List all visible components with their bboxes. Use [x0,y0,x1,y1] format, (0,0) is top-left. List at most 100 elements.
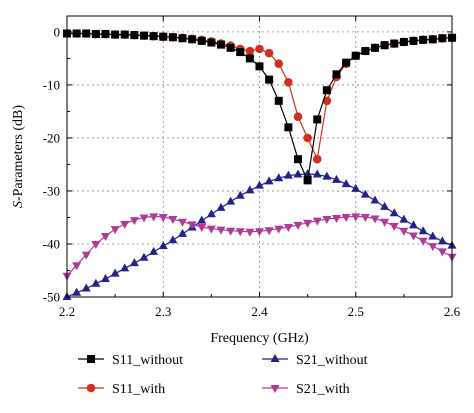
data-point [81,251,91,260]
data-point [158,213,168,222]
data-point [178,218,187,227]
data-point [178,34,187,43]
data-point [72,262,82,271]
data-point [322,86,331,95]
series-s21-without [62,168,457,300]
data-point [101,273,110,282]
data-point [332,70,341,79]
data-point [159,32,168,41]
data-point [158,241,168,250]
data-point [217,40,225,49]
data-point [235,190,245,199]
legend-marker [270,385,280,393]
data-point [72,287,82,296]
data-point [255,180,264,189]
data-point [206,209,216,218]
legend-item-s21-without: S21_without [262,353,368,368]
data-point [389,208,399,217]
data-point [110,268,120,277]
data-point [418,226,428,235]
data-point [236,48,245,57]
data-point [303,219,313,228]
data-point [245,185,255,194]
data-point [303,176,312,185]
data-point [216,202,226,211]
y-tick-label: -30 [43,183,60,198]
series-layer [62,29,457,300]
legend-marker [87,355,95,363]
data-point [207,38,216,47]
data-point [322,96,332,106]
data-point [283,224,293,233]
y-tick-label: -40 [43,236,60,251]
data-point [303,133,312,143]
data-point [332,174,341,183]
data-point [264,176,274,185]
data-point [120,263,130,272]
data-point [168,235,178,244]
data-point [265,75,274,84]
x-tick-label: 2.3 [155,304,171,319]
legend-marker [270,354,280,362]
y-tick-label: -50 [43,290,60,305]
data-point [130,31,139,40]
data-point [342,58,351,67]
data-point [293,112,303,122]
series-s11-without [63,29,456,185]
data-point [283,170,293,179]
legend-item-s11-without: S11_without [78,353,183,368]
data-point [245,46,255,56]
data-point [178,228,187,237]
y-tick-label: 0 [54,24,61,39]
x-axis-title: Frequency (GHz) [210,331,309,346]
data-point [312,154,322,164]
data-point [168,33,177,42]
x-tick-label: 2.6 [444,304,461,319]
x-tick-label: 2.4 [251,304,268,319]
data-point [274,225,284,234]
legend-marker [86,383,96,393]
data-point [322,216,332,225]
data-point [409,36,418,45]
data-point [322,171,332,180]
data-point [197,36,206,45]
data-point [313,115,322,124]
legend-item-s21-with: S21_with [262,382,350,397]
data-point [197,215,207,224]
data-point [370,195,380,204]
data-point [120,30,129,39]
data-point [197,224,207,233]
data-point [438,34,447,43]
data-point [206,225,216,234]
data-point [380,41,389,50]
data-point [245,228,255,237]
data-point [360,213,370,222]
y-tick-label: -20 [43,130,60,145]
data-point [293,221,303,230]
data-point [409,220,418,229]
data-point [371,43,379,52]
data-point [255,44,264,54]
grid [67,16,452,297]
data-point [284,123,293,132]
x-tick-label: 2.5 [348,304,364,319]
data-point [341,213,351,222]
data-point [82,29,91,38]
data-point [139,214,149,223]
data-point [399,37,408,46]
data-point [332,215,341,224]
data-point [187,221,197,230]
data-point [149,246,159,255]
data-point [188,35,197,44]
legend-item-s11-with: S11_with [78,382,165,397]
data-point [226,196,236,205]
data-point [389,222,399,231]
data-point [111,30,120,39]
data-point [255,228,264,237]
data-point [351,51,360,60]
data-point [72,29,81,38]
y-axis-title-suffix: -Parameters (dB) [11,105,26,201]
data-point [428,243,438,252]
data-point [101,30,110,39]
